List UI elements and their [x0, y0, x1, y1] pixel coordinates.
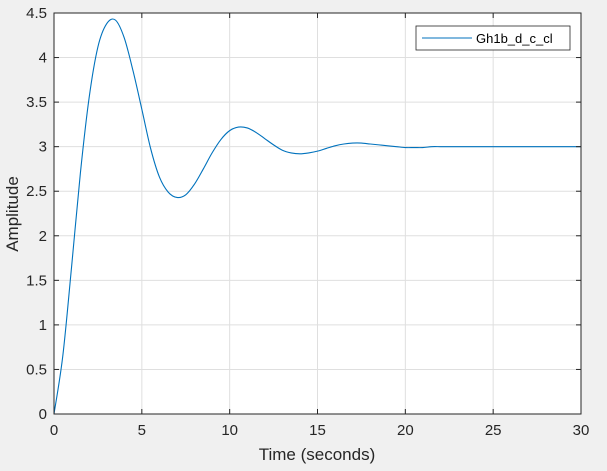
- y-tick-label: 1.5: [26, 272, 47, 289]
- tick-labels: 0 5 10 15 20 25 30 0 0.5 1 1.5 2 2.5 3 3.5 4 4.5: [26, 5, 589, 439]
- x-tick-label: 20: [397, 422, 414, 439]
- x-tick-label: 15: [309, 422, 326, 439]
- y-tick-label: 2: [39, 228, 47, 245]
- y-tick-label: 1: [39, 317, 47, 334]
- y-tick-label: 3: [39, 139, 47, 156]
- y-tick-label: 3.5: [26, 94, 47, 111]
- x-tick-label: 30: [573, 422, 590, 439]
- y-tick-label: 4.5: [26, 5, 47, 22]
- x-tick-label: 5: [138, 422, 146, 439]
- y-tick-label: 0.5: [26, 361, 47, 378]
- series-lines: [53, 18, 581, 415]
- y-tick-label: 4: [39, 50, 47, 67]
- x-tick-label: 0: [50, 422, 58, 439]
- x-tick-label: 10: [221, 422, 238, 439]
- x-tick-label: 25: [485, 422, 502, 439]
- y-tick-label: 2.5: [26, 183, 47, 200]
- legend-entry: Gh1b_d_c_cl: [476, 31, 553, 46]
- x-axis-label: Time (seconds): [259, 445, 376, 464]
- y-axis-label: Amplitude: [3, 176, 22, 252]
- tick-marks: [53, 12, 582, 415]
- legend: Gh1b_d_c_cl: [415, 25, 571, 51]
- y-tick-label: 0: [39, 406, 47, 423]
- series-line-Gh1b_d_c_cl: [53, 18, 581, 415]
